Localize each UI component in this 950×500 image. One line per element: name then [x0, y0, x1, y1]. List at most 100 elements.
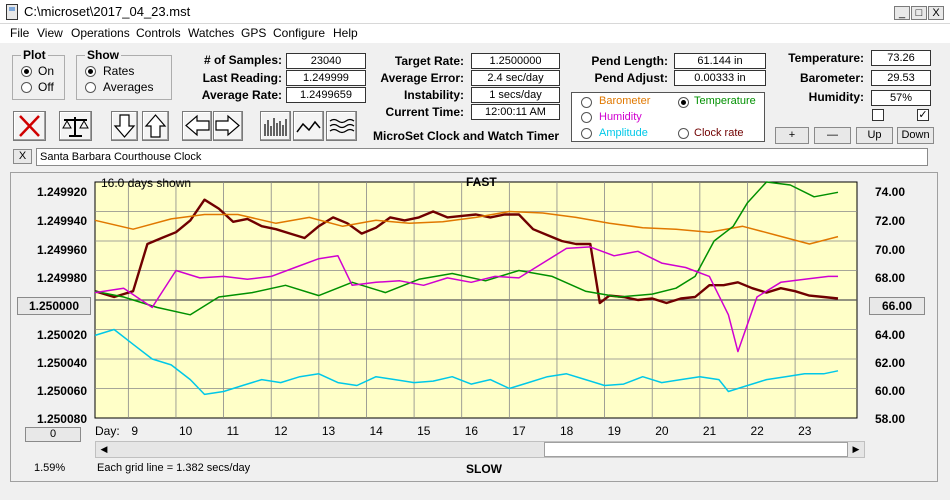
menu-configure[interactable]: Configure — [273, 26, 326, 40]
series-line-barometer — [94, 210, 839, 245]
scroll-left-arrow[interactable]: ◀ — [100, 444, 108, 454]
day-tick-label: 16 — [464, 424, 479, 438]
scroll-right-arrow[interactable]: ▶ — [852, 444, 860, 454]
line-view-button[interactable] — [293, 111, 324, 141]
legend-amplitude-label: Amplitude — [599, 127, 648, 139]
menu-gps[interactable]: GPS — [241, 26, 267, 40]
average-rate-value: 1.2499659 — [286, 87, 366, 103]
show-group-title: Show — [85, 48, 121, 62]
average-rate-label: Average Rate: — [201, 88, 282, 102]
scroll-thumb[interactable] — [544, 442, 848, 457]
last-reading-label: Last Reading: — [202, 71, 282, 85]
zero-button[interactable]: 0 — [25, 427, 81, 442]
center-rate-button[interactable]: 1.250000 — [17, 297, 91, 315]
show-group: Show Rates Averages — [76, 48, 172, 100]
left-tick-label: 1.250040 — [36, 356, 87, 370]
minimize-button[interactable]: _ — [894, 6, 910, 20]
right-tick-label: 58.00 — [875, 412, 906, 426]
target-rate-label: Target Rate: — [394, 54, 464, 68]
legend-humidity-label: Humidity — [599, 111, 642, 123]
arrow-right-icon — [215, 114, 240, 137]
barometer-value: 29.53 — [871, 70, 931, 86]
show-rates-radio[interactable] — [85, 66, 96, 77]
left-tick-label: 1.249980 — [36, 271, 87, 285]
humidity-label: Humidity: — [808, 90, 864, 104]
day-tick-label: 20 — [655, 424, 669, 438]
legend-clockrate-radio[interactable] — [678, 128, 689, 139]
samples-label: # of Samples: — [203, 53, 282, 67]
legend-temperature-radio[interactable] — [678, 97, 689, 108]
show-averages-label: Averages — [103, 80, 154, 94]
legend-barometer-radio[interactable] — [581, 97, 592, 108]
left-tick-label: 1.250060 — [36, 384, 87, 398]
pend-adjust-label: Pend Adjust: — [594, 71, 668, 85]
plus-button[interactable]: + — [775, 127, 809, 144]
samples-value: 23040 — [286, 53, 366, 69]
day-tick-label: 22 — [750, 424, 764, 438]
day-tick-label: 12 — [274, 424, 288, 438]
red-x-icon — [19, 115, 40, 137]
series-line-amplitude — [94, 328, 839, 396]
menu-file[interactable]: File — [10, 26, 30, 40]
menu-view[interactable]: View — [37, 26, 63, 40]
clock-close-button[interactable]: X — [13, 149, 32, 164]
temperature-value: 73.26 — [871, 50, 931, 66]
plot-on-radio[interactable] — [21, 66, 32, 77]
minus-button[interactable]: — — [814, 127, 851, 144]
menu-operations[interactable]: Operations — [71, 26, 130, 40]
window-title: C:\microset\2017_04_23.mst — [24, 4, 191, 19]
arrow-right-button[interactable] — [213, 111, 243, 141]
percent-label: 1.59% — [34, 462, 66, 474]
plot-on-label: On — [38, 64, 55, 78]
pend-length-label: Pend Length: — [591, 54, 668, 68]
day-tick-label: 18 — [559, 424, 574, 438]
chart-svg — [94, 181, 858, 419]
last-reading-value: 1.249999 — [286, 70, 366, 86]
arrow-up-button[interactable] — [142, 111, 169, 141]
right-center-button[interactable]: 66.00 — [869, 297, 925, 315]
legend-barometer-label: Barometer — [599, 95, 651, 107]
right-tick-label: 72.00 — [875, 214, 906, 228]
plot-off-radio[interactable] — [21, 82, 32, 93]
target-rate-value: 1.2500000 — [471, 53, 560, 69]
menu-watches[interactable]: Watches — [188, 26, 235, 40]
day-tick-label: 11 — [226, 424, 240, 438]
close-button[interactable]: X — [928, 6, 944, 20]
app-icon — [6, 4, 18, 20]
legend-temperature-label: Temperature — [694, 95, 756, 107]
legend-amplitude-radio[interactable] — [581, 128, 592, 139]
right-tick-label: 60.00 — [875, 384, 906, 398]
fast-label: FAST — [466, 175, 497, 189]
balance-button[interactable] — [59, 111, 92, 141]
right-tick-label: 70.00 — [875, 243, 906, 257]
humidity-value: 57% — [871, 90, 931, 106]
day-tick-label: 14 — [369, 424, 383, 438]
menu-controls[interactable]: Controls — [136, 26, 181, 40]
plot-group: Plot On Off — [12, 48, 65, 100]
clock-name-input[interactable]: Santa Barbara Courthouse Clock — [36, 148, 928, 166]
right-tick-label: 68.00 — [875, 271, 906, 285]
arrow-down-icon — [113, 114, 136, 138]
average-error-label: Average Error: — [380, 71, 464, 85]
left-tick-label: 1.249920 — [36, 185, 87, 199]
menu-help[interactable]: Help — [333, 26, 358, 40]
option-checkbox-1[interactable] — [872, 109, 884, 121]
clear-button[interactable] — [13, 111, 46, 141]
show-averages-radio[interactable] — [85, 82, 96, 93]
day-tick-label: 21 — [702, 424, 717, 438]
option-checkbox-2[interactable]: ✓ — [917, 109, 929, 121]
wave-view-button[interactable] — [326, 111, 357, 141]
up-button[interactable]: Up — [856, 127, 893, 144]
day-tick-label: 10 — [178, 424, 193, 438]
legend-humidity-radio[interactable] — [581, 112, 592, 123]
graph-panel: 16.0 days shown FAST SLOW Each grid line… — [10, 172, 938, 482]
horizontal-scrollbar[interactable]: ◀ ▶ — [95, 441, 865, 458]
arrow-left-button[interactable] — [182, 111, 212, 141]
bars-view-button[interactable] — [260, 111, 291, 141]
down-button[interactable]: Down — [897, 127, 934, 144]
instability-label: Instability: — [403, 88, 464, 102]
slow-label: SLOW — [466, 462, 502, 476]
maximize-button[interactable]: □ — [911, 6, 927, 20]
arrow-down-button[interactable] — [111, 111, 138, 141]
legend-clockrate-label: Clock rate — [694, 127, 744, 139]
